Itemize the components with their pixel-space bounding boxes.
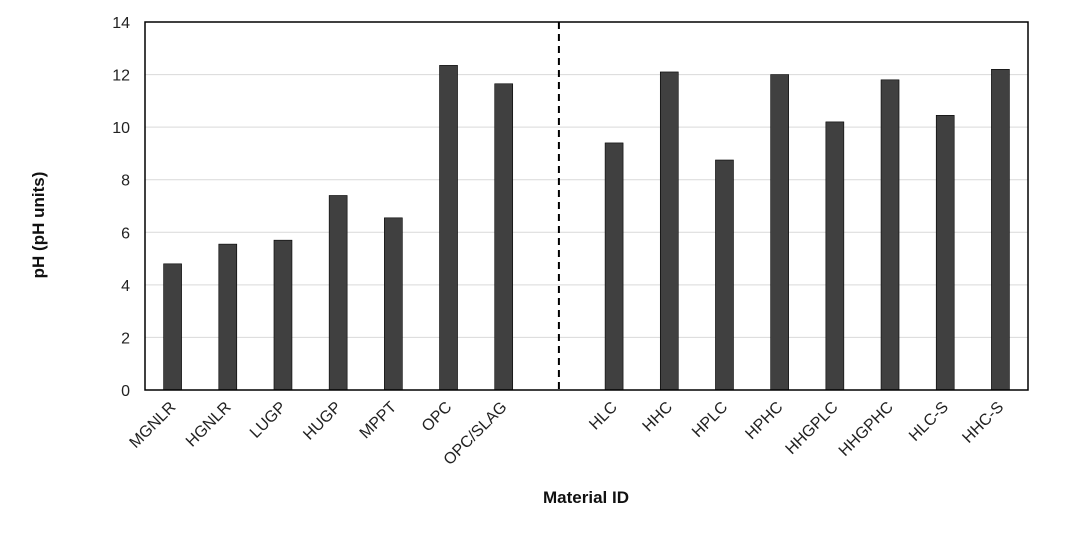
x-tick-label: HHGPLC (782, 399, 841, 458)
x-tick-label: MPPT (357, 399, 401, 443)
bar-hlc (604, 142, 624, 391)
bar-opc (439, 65, 458, 391)
y-axis-ticks: 0 2 4 6 8 10 12 14 (112, 15, 130, 400)
x-tick-label: HHC-S (959, 399, 1007, 447)
x-tick-label: HPLC (689, 399, 731, 441)
bar-hlc-s (935, 115, 955, 391)
bar-mppt (384, 217, 403, 391)
bar-hhc (659, 71, 679, 391)
y-tick-label: 6 (121, 225, 130, 242)
bar-hgnlr (218, 243, 238, 391)
x-tick-label: HPHC (742, 399, 786, 443)
bar-mgnlr (163, 263, 182, 391)
x-tick-label: HLC (586, 399, 621, 434)
y-tick-label: 10 (112, 120, 130, 137)
x-tick-label: LUGP (247, 399, 290, 442)
x-tick-label: HHC (640, 399, 677, 436)
x-tick-label: HUGP (300, 399, 345, 444)
bar-hhgphc (880, 79, 900, 391)
y-axis-title: pH (pH units) (29, 172, 48, 279)
bar-hplc (715, 159, 734, 391)
y-tick-label: 0 (121, 383, 130, 400)
x-tick-label: HLC-S (906, 399, 952, 445)
bars (163, 65, 1010, 391)
bar-hphc (770, 74, 789, 391)
bar-hugp (328, 195, 348, 391)
x-axis-title: Material ID (543, 488, 629, 507)
y-tick-label: 8 (121, 173, 130, 190)
bar-hhgplc (825, 121, 845, 391)
x-tick-label: OPC (419, 399, 456, 436)
x-tick-label: MGNLR (127, 399, 180, 452)
y-tick-label: 4 (121, 278, 130, 295)
x-tick-label: HHGPHC (836, 399, 897, 460)
bar-hhc-s (991, 69, 1010, 391)
y-tick-label: 2 (121, 330, 130, 347)
y-tick-label: 12 (112, 68, 130, 85)
x-tick-label: HGNLR (183, 399, 235, 451)
bar-lugp (273, 239, 293, 391)
y-tick-label: 14 (112, 15, 130, 32)
bar-opc-slag (494, 83, 514, 391)
plot-frame (144, 21, 1029, 391)
